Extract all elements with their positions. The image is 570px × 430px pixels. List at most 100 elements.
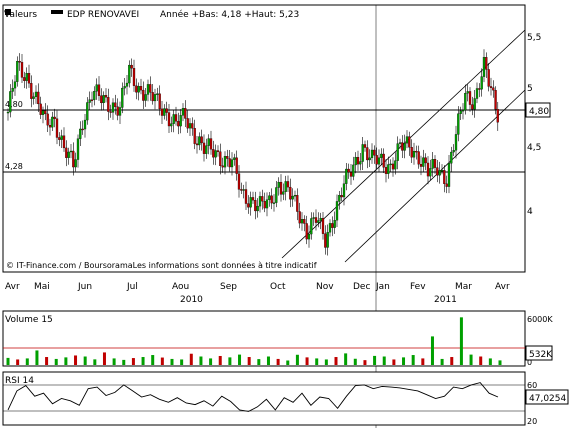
volume-bar	[324, 359, 328, 365]
volume-bar	[122, 359, 126, 365]
candle-body	[139, 86, 143, 91]
candlestick-series	[6, 49, 499, 256]
candle-body	[305, 223, 308, 240]
volume-bar	[363, 360, 367, 365]
candle-body	[289, 186, 292, 200]
candle-body	[198, 136, 201, 146]
candle-body	[209, 138, 213, 150]
candle-body	[128, 64, 131, 84]
rsi-plot-area	[2, 371, 526, 426]
candle-body	[121, 87, 124, 108]
candle-body	[319, 217, 322, 221]
volume-bar	[402, 357, 406, 365]
candle-body	[177, 121, 180, 127]
candle-body	[459, 110, 462, 114]
candle-body	[291, 195, 294, 200]
candle-body	[48, 125, 52, 128]
level-low-label: 4,28	[5, 162, 23, 171]
candle-body	[6, 111, 10, 114]
candle-body	[431, 159, 434, 169]
candle-body	[146, 84, 150, 95]
candle-body	[132, 68, 136, 86]
candle-body	[408, 136, 411, 148]
candle-body	[438, 170, 441, 176]
candle-body	[419, 164, 423, 167]
volume-title: Volume 15	[5, 315, 53, 325]
volume-bar	[54, 358, 58, 365]
volume-panel: Volume 15 6000K 0 532K	[2, 310, 553, 367]
candle-body	[202, 142, 206, 154]
volume-bar	[266, 356, 270, 365]
candle-body	[39, 103, 42, 115]
candle-body	[326, 232, 329, 248]
candle-body	[233, 157, 236, 160]
volume-bar	[238, 354, 242, 365]
candle-body	[249, 197, 252, 208]
volume-bar	[151, 355, 155, 365]
x-tick-oct: Oct	[270, 282, 286, 292]
candle-body	[478, 88, 481, 90]
x-tick-avr-2: Avr	[495, 282, 510, 292]
volume-bar	[305, 357, 309, 365]
candle-body	[401, 142, 404, 151]
candle-body	[331, 223, 334, 228]
candle-body	[153, 94, 157, 102]
candle-body	[377, 157, 381, 165]
x-tick-aou: Aou	[172, 282, 189, 292]
rsi-y-tick-20: 20	[527, 417, 537, 426]
candle-body	[114, 102, 117, 107]
candle-body	[277, 181, 280, 188]
candle-body	[195, 143, 199, 146]
candle-body	[340, 195, 343, 198]
volume-bar	[180, 359, 184, 365]
candle-body	[475, 88, 479, 99]
candle-body	[310, 218, 313, 235]
candle-body	[492, 87, 495, 91]
candle-body	[72, 150, 75, 168]
candle-body	[457, 113, 460, 135]
candle-body	[34, 91, 38, 97]
candle-body	[433, 159, 437, 168]
y-tick-5-5: 5,5	[527, 33, 541, 43]
candle-body	[405, 136, 409, 144]
volume-bar	[382, 356, 386, 365]
candle-body	[76, 138, 80, 160]
candle-body	[23, 77, 26, 81]
year-range-text: Année +Bas: 4,18 +Haut: 5,23	[160, 9, 299, 20]
candle-body	[11, 87, 14, 92]
volume-bar	[344, 353, 348, 365]
volume-bar	[102, 352, 106, 365]
candle-body	[13, 81, 17, 89]
price-panel: Valeurs EDP RENOVAVEI Année +Bas: 4,18 +…	[2, 4, 551, 428]
volume-bar	[218, 355, 222, 365]
year-label-2010: 2010	[180, 295, 203, 305]
candle-body	[58, 137, 61, 140]
candle-body	[263, 201, 266, 209]
candle-body	[83, 119, 87, 130]
volume-bar	[189, 353, 193, 365]
volume-bar	[498, 360, 502, 365]
candle-body	[226, 156, 229, 159]
candle-body	[298, 211, 301, 224]
candle-body	[363, 144, 367, 148]
candle-body	[454, 134, 458, 151]
candle-body	[296, 194, 299, 212]
candle-body	[160, 108, 164, 116]
candle-body	[268, 195, 271, 200]
candle-body	[32, 96, 35, 99]
candle-body	[27, 73, 31, 84]
candle-body	[254, 200, 257, 212]
candle-body	[300, 219, 304, 224]
candle-body	[151, 92, 154, 102]
candle-body	[184, 108, 187, 119]
candle-body	[104, 95, 108, 98]
candle-body	[20, 62, 24, 78]
price-y-axis: 5,5 5 4,5 4	[527, 33, 541, 217]
candle-body	[473, 98, 476, 110]
candle-body	[303, 219, 306, 224]
volume-bar	[16, 359, 20, 365]
volume-bar	[6, 357, 10, 365]
candle-body	[422, 157, 425, 167]
candle-body	[130, 64, 133, 69]
